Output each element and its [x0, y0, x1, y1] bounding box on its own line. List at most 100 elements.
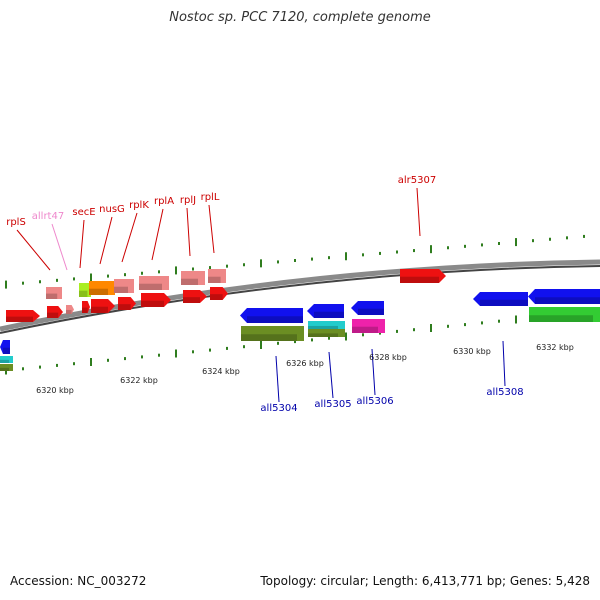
label-leader-line [328, 351, 334, 399]
tick-mark [345, 332, 347, 341]
tick-mark [532, 239, 534, 243]
tick-mark [158, 353, 160, 357]
label-leader-line [371, 348, 376, 396]
tick-mark [5, 280, 7, 289]
upper-tick-track [5, 234, 585, 289]
gene-shading [181, 278, 198, 285]
gene-shading [114, 286, 128, 293]
gene-features [0, 269, 600, 371]
tick-mark [243, 345, 245, 349]
ruler-tick-label: 6324 kbp [202, 367, 240, 376]
genome-summary-text: Topology: circular; Length: 6,413,771 bp… [260, 574, 590, 588]
tick-mark [243, 263, 245, 267]
label-leader-line [121, 212, 138, 263]
tick-mark [362, 253, 364, 257]
label-leader-lines [16, 187, 506, 403]
map-title: Nostoc sp. PCC 7120, complete genome [169, 10, 431, 25]
gene-shading [141, 300, 164, 307]
ruler-tick-label: 6328 kbp [369, 353, 407, 362]
tick-mark [209, 348, 211, 352]
tick-mark [413, 328, 415, 332]
gene-label-all5306: all5306 [356, 396, 393, 407]
tick-mark [73, 277, 75, 281]
gene-shading [208, 276, 221, 283]
tick-mark [464, 323, 466, 327]
gene-shading [3, 347, 10, 354]
gene-label-rplA: rplA [154, 196, 174, 207]
tick-mark [56, 278, 58, 282]
tick-mark [124, 273, 126, 277]
tick-mark [515, 238, 517, 247]
tick-mark [396, 250, 398, 254]
tick-mark [379, 331, 381, 335]
tick-mark [39, 365, 41, 369]
tick-mark [39, 280, 41, 284]
tick-mark [345, 252, 347, 261]
tick-mark [447, 324, 449, 328]
gene-labels: rplS allrt47 secE nusG rplK rplA rplJ rplL alr53… [6, 175, 523, 414]
gene-shading [352, 326, 378, 333]
label-leader-line [208, 204, 215, 254]
tick-mark [90, 358, 92, 366]
gene-shading [47, 312, 59, 318]
gene-label-nusG: nusG [99, 204, 125, 215]
ruler-labels: 6320 kbp 6322 kbp 6324 kbp 6326 kbp 6328 kbp… [36, 343, 574, 395]
gene-shading [6, 316, 33, 322]
tick-mark [430, 324, 432, 332]
tick-mark [260, 259, 262, 268]
ruler-tick-label: 6320 kbp [36, 386, 74, 395]
gene-shading [91, 306, 108, 313]
accession-text: Accession: NC_003272 [10, 574, 147, 588]
gene-label-allrt47: allrt47 [32, 211, 64, 222]
tick-mark [22, 281, 24, 285]
gene-shading [66, 309, 72, 314]
tick-mark [515, 315, 517, 324]
gene-shading [79, 290, 88, 297]
gene-label-all5304: all5304 [260, 403, 297, 414]
gene-shading [46, 293, 58, 299]
tick-mark [141, 355, 143, 359]
gene-shading [308, 333, 338, 337]
tick-mark [481, 243, 483, 247]
gene-label-rplS: rplS [6, 217, 26, 228]
tick-mark [583, 234, 585, 238]
gene-shading [400, 276, 439, 283]
tick-mark [396, 329, 398, 333]
gene-shading [358, 308, 384, 315]
tick-mark [328, 256, 330, 260]
gene-shading [183, 297, 200, 303]
gene-shading [308, 325, 338, 330]
tick-mark [379, 251, 381, 255]
tick-mark [430, 245, 432, 254]
label-leader-line [16, 229, 51, 271]
gene-shading [241, 334, 297, 341]
tick-mark [294, 340, 296, 344]
tick-mark [226, 346, 228, 350]
label-leader-line [275, 355, 280, 403]
gene-shading [535, 297, 600, 304]
gene-label-alr5307: alr5307 [398, 175, 436, 186]
tick-mark [107, 358, 109, 362]
gene-shading [0, 359, 10, 363]
label-leader-line [502, 340, 506, 387]
label-leader-line [79, 219, 85, 269]
gene-shading [529, 315, 593, 322]
label-leader-line [51, 223, 68, 271]
tick-mark [73, 362, 75, 366]
backbone-shadow [0, 265, 600, 334]
label-leader-line [186, 207, 191, 257]
tick-mark [192, 350, 194, 354]
gene-shading [139, 283, 162, 290]
gene-shading [89, 288, 108, 295]
tick-mark [209, 266, 211, 270]
tick-mark [175, 266, 177, 275]
label-leader-line [151, 208, 164, 261]
tick-mark [362, 333, 364, 337]
label-leader-line [99, 216, 113, 265]
tick-mark [549, 237, 551, 241]
ruler-tick-label: 6322 kbp [120, 376, 158, 385]
tick-mark [90, 273, 92, 282]
gene-shading [480, 299, 528, 306]
tick-mark [107, 274, 109, 278]
tick-mark [175, 349, 177, 358]
